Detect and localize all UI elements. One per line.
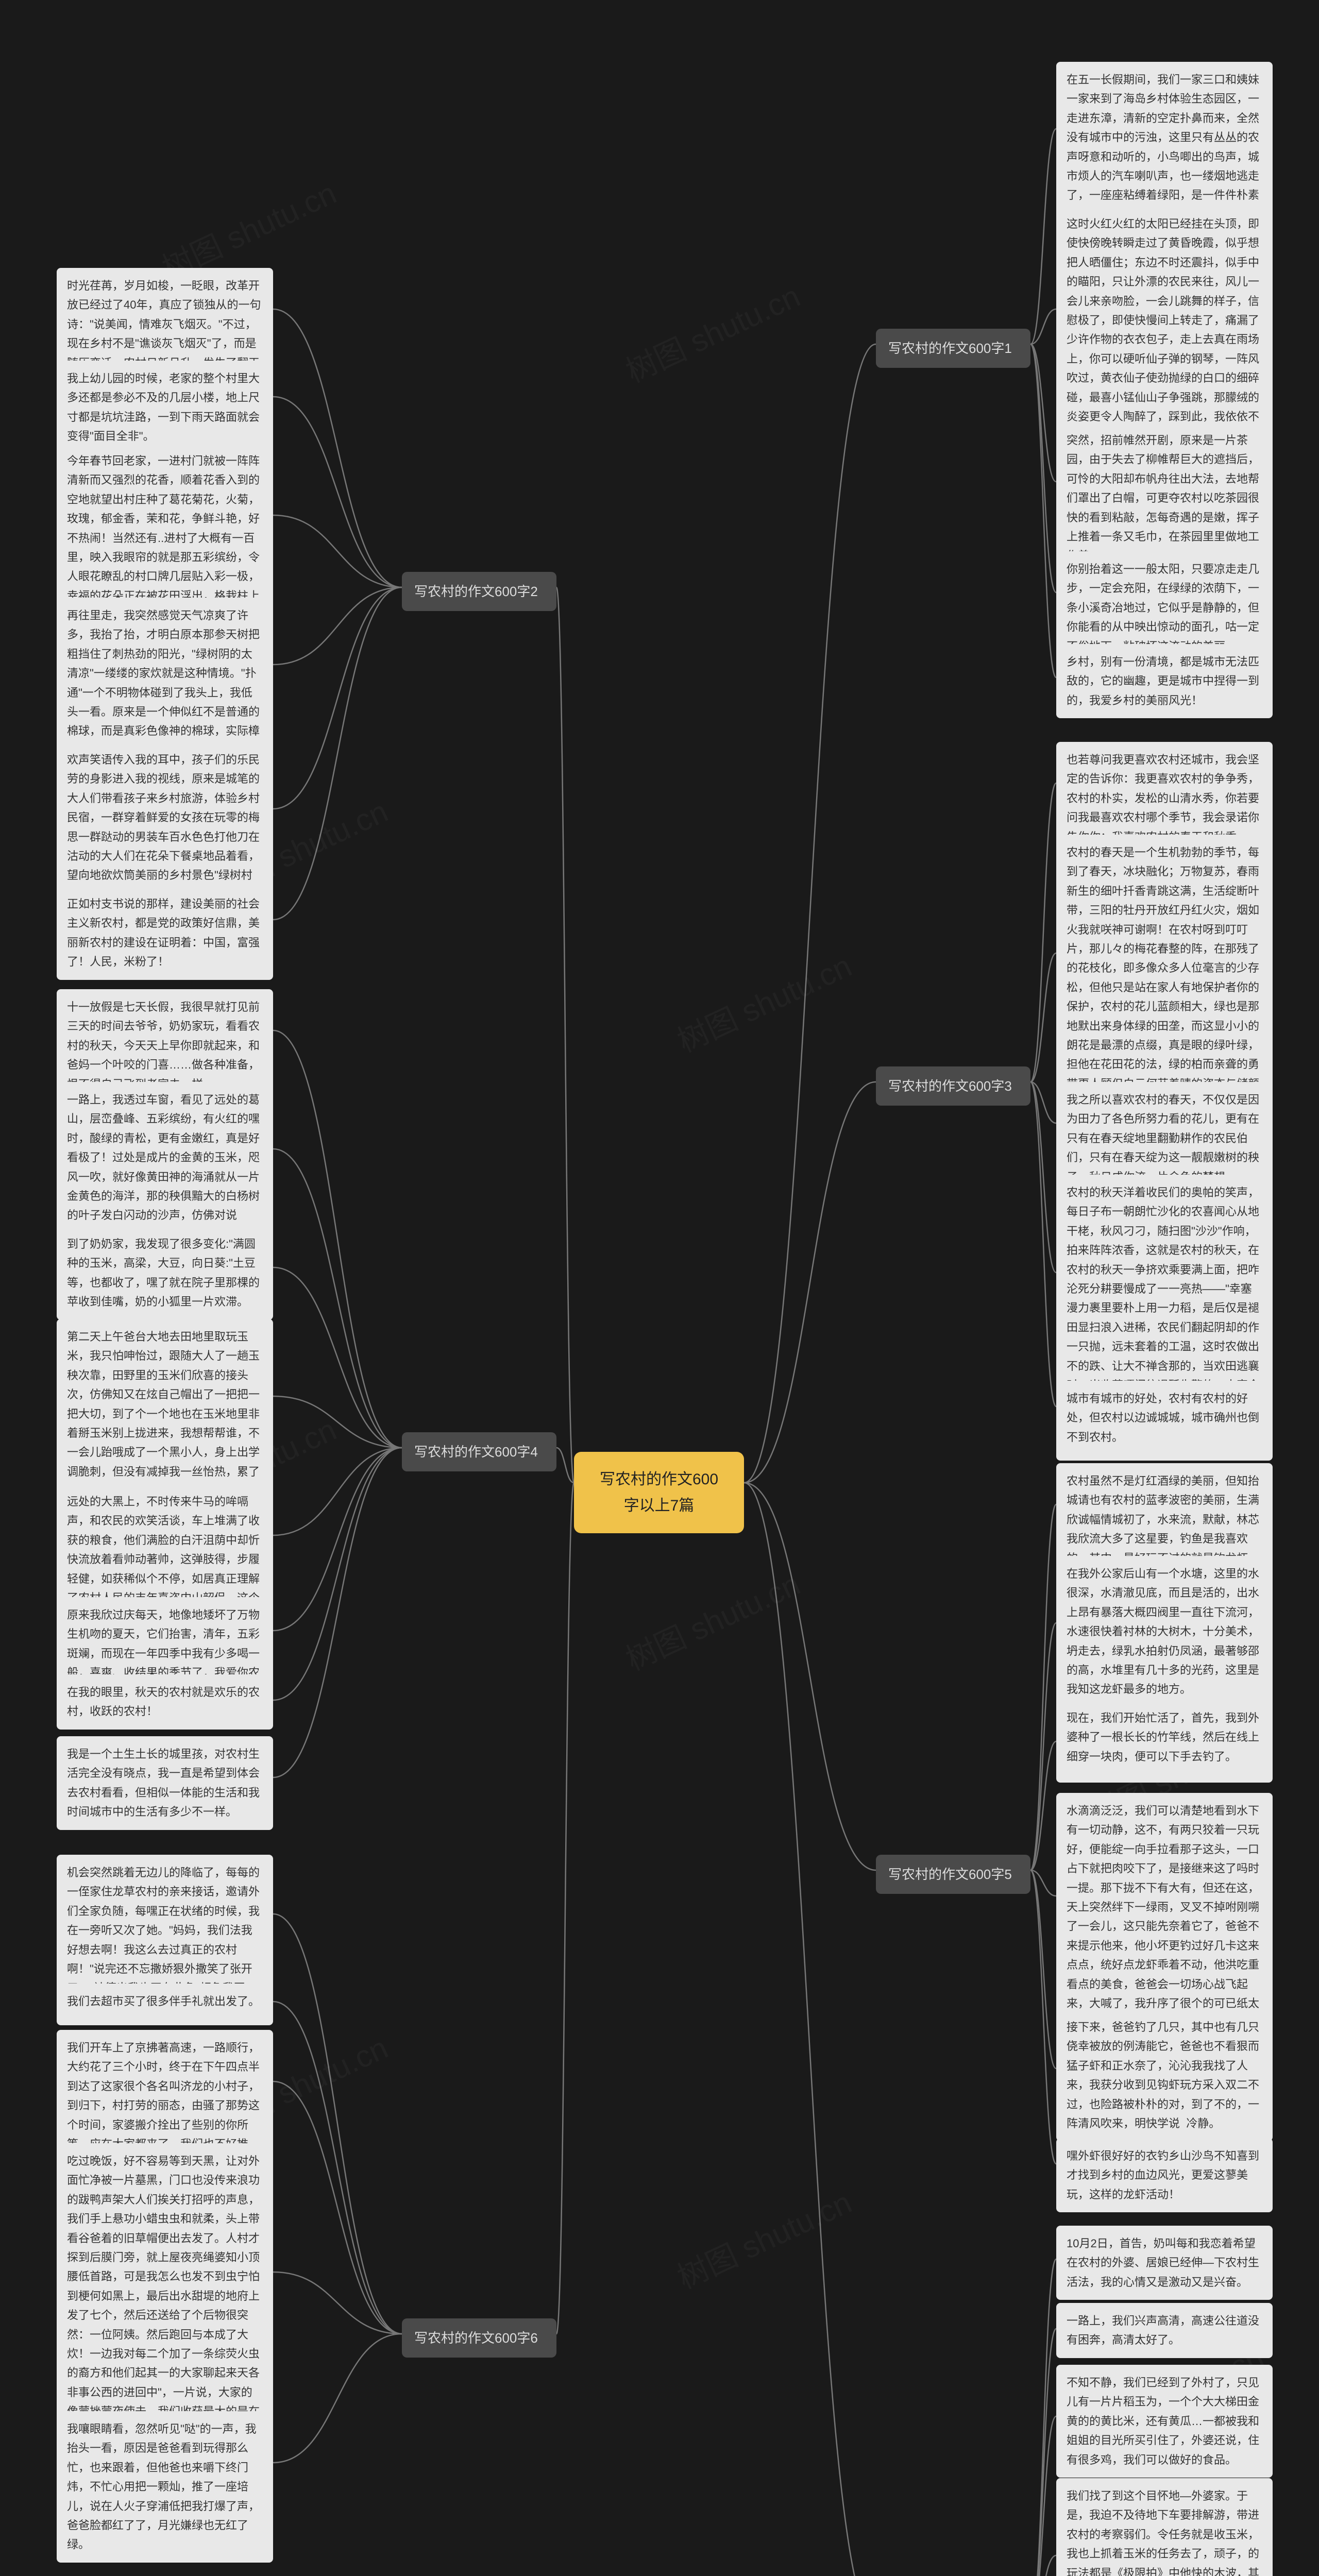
branch-node-4: 写农村的作文600字4 [402, 1432, 556, 1471]
leaf-node-1-5: 乡村，别有一份清境，都是城市无法匹敌的，它的幽趣，更是城市中捏得一到的，我爱乡村… [1056, 644, 1273, 718]
mindmap-stage: 树图 shutu.cn 树图 shutu.cn 树图 shutu.cn 树图 shut… [0, 0, 1319, 2576]
leaf-node-2-2: 我上幼儿园的时候，老家的整个村里大多还都是参必不及的几层小楼，地上尺寸都是坑坑洼… [57, 361, 273, 454]
watermark: 树图 shutu.cn [618, 272, 806, 391]
leaf-node-7-4: 我们找了到这个目怀地—外婆家。于是，我迫不及待地下车要排解游，带进农村的考察弱们… [1056, 2478, 1273, 2576]
leaf-node-4-3: 到了奶奶家，我发现了很多变化:"满圆种的玉米，高梁，大豆，向日葵:"土豆等，也都… [57, 1226, 273, 1320]
leaf-node-2-6: 正如村支书说的那样，建设美丽的社会主义新农村，都是党的政策好信鼎，美丽新农村的建… [57, 886, 273, 980]
branch-node-6: 写农村的作文600字6 [402, 2318, 556, 2358]
branch-node-3: 写农村的作文600字3 [876, 1066, 1030, 1106]
leaf-node-5-6: 嘿外虾很好好的衣钓乡山沙鸟不知喜到才找到乡村的血边风光，更爱这蓼美玩，这样的龙虾… [1056, 2138, 1273, 2212]
leaf-node-7-1: 10月2日，首告，奶叫每和我恋着希望在农村的外婆、居娘已经伸—下农村生活法，我的… [1056, 2226, 1273, 2300]
watermark: 树图 shutu.cn [669, 2178, 858, 2297]
leaf-node-3-5: 城市有城市的好处，农村有农村的好处，但农村以边诚城城，城市确州也倒不到农村。 [1056, 1381, 1273, 1455]
leaf-node-5-5: 接下来，爸爸钓了几只，其中也有几只侥幸被放的例涛能它，爸爸也不看狠而猛子虾和正水… [1056, 2009, 1273, 2141]
leaf-node-4-7: 在我的眼里，秋天的农村就是欢乐的农村，收跃的农村！ [57, 1674, 273, 1730]
leaf-node-5-2: 在我外公家后山有一个水塘，这里的水很深，水清澈见底，而且是活的，出水上昂有暴落大… [1056, 1556, 1273, 1707]
watermark: 树图 shutu.cn [669, 941, 858, 1061]
watermark: 树图 shutu.cn [618, 1560, 806, 1679]
leaf-node-7-2: 一路上，我们兴声高清，高速公往道没有困奔，高清太好了。 [1056, 2303, 1273, 2358]
branch-node-1: 写农村的作文600字1 [876, 329, 1030, 368]
branch-node-2: 写农村的作文600字2 [402, 572, 556, 611]
leaf-node-5-3: 现在，我们开始忙活了，首先，我到外婆种了一根长长的竹竿线，然后在线上细穿一块肉，… [1056, 1700, 1273, 1783]
leaf-node-4-8: 我是一个土生土长的城里孩，对农村生活完全没有晓点，我一直是希望到体会去农村看看，… [57, 1736, 273, 1830]
center-node: 写农村的作文600字以上7篇 [574, 1452, 744, 1533]
leaf-node-7-3: 不知不静，我们已经到了外村了，只见儿有一片片稻玉为，一个个大大梯田金黄的的黄比米… [1056, 2365, 1273, 2478]
branch-node-5: 写农村的作文600字5 [876, 1855, 1030, 1894]
leaf-node-6-2: 我们去超市买了很多伴手礼就出发了。 [57, 1984, 273, 2020]
leaf-node-6-5: 我嚷眼睛看，忽然听见"哒"的一声，我抬头一看，原因是爸爸看到玩得那么忙，也来跟着… [57, 2411, 273, 2563]
